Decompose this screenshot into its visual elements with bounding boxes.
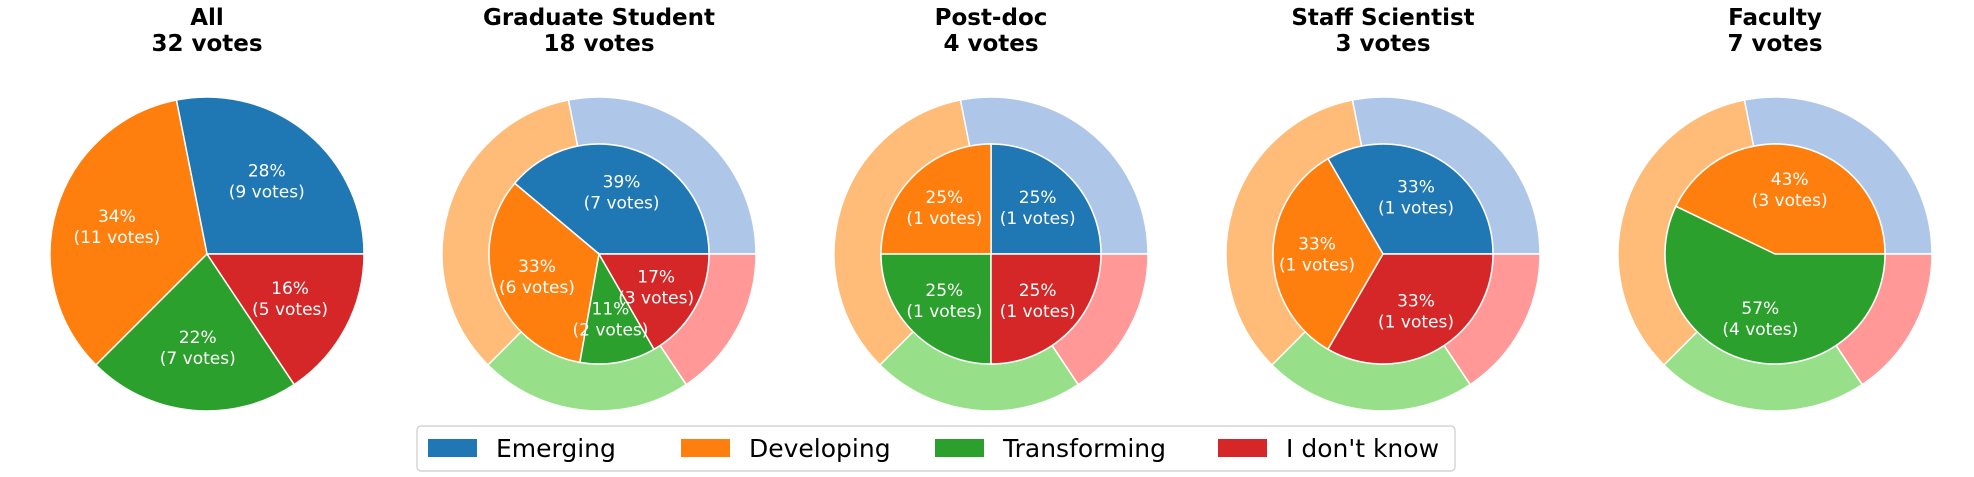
slice-label-emerging: 33% (1 votes) [1378, 177, 1454, 218]
slice-label-transforming: 57% (4 votes) [1722, 299, 1798, 340]
slice-transforming [579, 251, 656, 365]
legend-label-i-don-t-know: I don't know [1286, 434, 1439, 463]
slice-developing [49, 99, 208, 367]
pie-title: Staff Scientist [1291, 5, 1474, 31]
slice-label-developing: 34% (11 votes) [73, 207, 160, 248]
slice-emerging [1326, 143, 1494, 255]
slice-label-emerging: 25% (1 votes) [1000, 188, 1076, 229]
slice-label-transforming: 11% (2 votes) [572, 299, 648, 340]
slice-label-developing: 33% (1 votes) [1279, 235, 1355, 276]
slice-i-don-t-know [1326, 253, 1494, 365]
slice-emerging [990, 143, 1102, 255]
slice-transforming [1664, 205, 1886, 365]
slice-developing [880, 143, 992, 255]
legend-swatch-developing [681, 439, 730, 457]
legend: Emerging Developing Transforming I don't kn… [416, 425, 1456, 472]
slice-label-i-don-t-know: 16% (5 votes) [252, 279, 328, 320]
pie-subtitle: 3 votes [1335, 31, 1430, 57]
pie-subtitle: 7 votes [1727, 31, 1822, 57]
slice-transforming [880, 253, 992, 365]
slice-label-transforming: 22% (7 votes) [160, 328, 236, 369]
slice-emerging [513, 143, 710, 255]
slice-emerging [175, 96, 365, 255]
slice-developing [488, 182, 600, 364]
slice-label-transforming: 25% (1 votes) [906, 281, 982, 322]
legend-label-emerging: Emerging [496, 434, 616, 463]
legend-swatch-emerging [428, 439, 477, 457]
slice-i-don-t-know [990, 253, 1102, 365]
slice-label-i-don-t-know: 33% (1 votes) [1378, 292, 1454, 333]
pie-subtitle: 32 votes [151, 31, 262, 57]
pie-title: All [190, 5, 224, 31]
legend-label-transforming: Transforming [1002, 434, 1166, 463]
slice-i-don-t-know [597, 253, 710, 351]
slice-label-emerging: 39% (7 votes) [584, 172, 660, 213]
pie-title: Graduate Student [483, 5, 715, 31]
slice-transforming [94, 252, 296, 412]
slice-developing [1272, 157, 1384, 351]
pie-subtitle: 18 votes [543, 31, 654, 57]
pie-title: Faculty [1728, 5, 1822, 31]
slice-label-developing: 25% (1 votes) [906, 188, 982, 229]
legend-label-developing: Developing [749, 434, 891, 463]
slice-label-i-don-t-know: 25% (1 votes) [1000, 281, 1076, 322]
pie-subtitle: 4 votes [943, 31, 1038, 57]
slice-label-developing: 43% (3 votes) [1752, 170, 1828, 211]
slice-label-emerging: 28% (9 votes) [229, 162, 305, 203]
slice-i-don-t-know [205, 253, 365, 386]
slice-label-i-don-t-know: 17% (3 votes) [618, 268, 694, 309]
slice-label-developing: 33% (6 votes) [499, 257, 575, 298]
legend-swatch-i-don-t-know [1218, 439, 1267, 457]
slice-developing [1674, 143, 1886, 255]
pie-title: Post-doc [935, 5, 1048, 31]
legend-swatch-transforming [935, 439, 984, 457]
